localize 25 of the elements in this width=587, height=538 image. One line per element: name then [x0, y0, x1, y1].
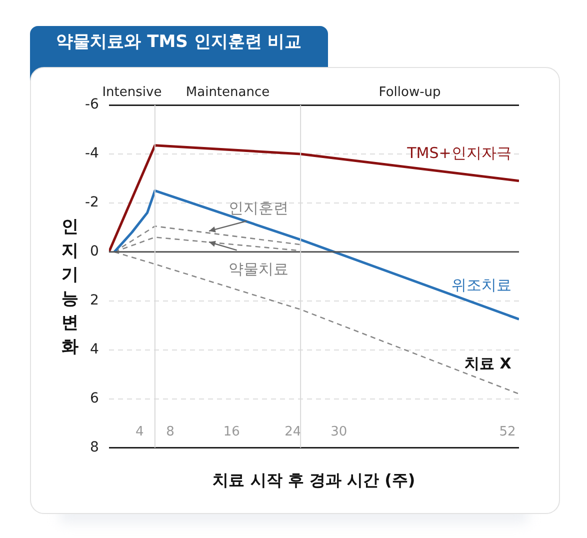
x-tick-label: 8	[166, 424, 174, 440]
x-tick-label: 24	[284, 424, 302, 440]
y-tick-label: 4	[90, 342, 100, 358]
y-tick-label: 2	[90, 292, 99, 309]
y-tick-label: -6	[84, 96, 100, 113]
chart-title: 약물치료와 TMS 인지훈련 비교	[55, 31, 303, 53]
y-tick-label: 6	[90, 390, 100, 406]
x-tick-label: 52	[499, 424, 516, 440]
series-label: 인지훈련	[228, 198, 288, 217]
text: Follow-up	[378, 84, 441, 100]
x-tick-label: 4	[135, 424, 144, 440]
series-label: 치료 X	[464, 354, 512, 372]
y-tick-label: 8	[90, 439, 99, 456]
series-label: TMS+인지자극	[406, 144, 512, 162]
y-tick-label: -4	[84, 146, 100, 162]
text: Maintenance	[186, 84, 270, 100]
text: Intensive	[102, 84, 162, 100]
series-label: 위조치료	[451, 276, 512, 294]
series-label: 약물치료	[228, 260, 288, 278]
y-axis-title: 인지기능변화	[60, 216, 80, 359]
x-tick-label: 16	[223, 424, 240, 440]
x-axis-title: 치료 시작 후 경과 시간 (주)	[212, 470, 416, 490]
y-tick-label: 0	[90, 244, 99, 260]
x-tick-label: 30	[330, 424, 348, 440]
y-tick-label: -2	[84, 194, 99, 211]
